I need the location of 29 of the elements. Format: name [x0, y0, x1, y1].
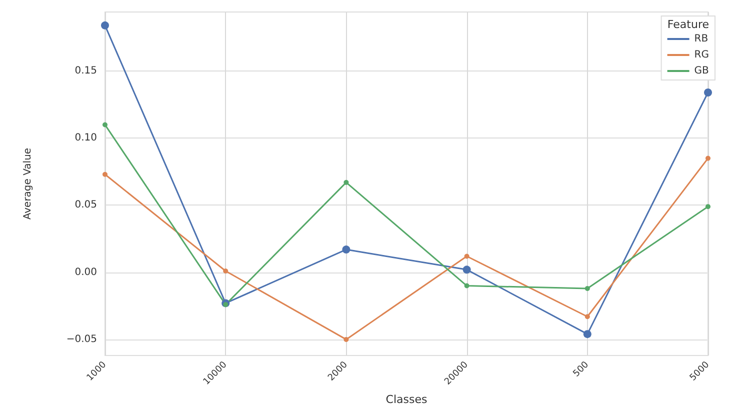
y-tick-label: 0.15 [74, 66, 97, 77]
point [223, 268, 228, 274]
legend-label: RB [694, 34, 708, 44]
point [704, 88, 712, 97]
point [706, 156, 710, 161]
x-tick-label: 500 [572, 360, 592, 380]
point [464, 283, 470, 288]
point [342, 246, 350, 254]
y-tick-label: −0.05 [66, 334, 97, 345]
point [584, 286, 590, 291]
point [706, 204, 710, 210]
point [102, 122, 108, 128]
x-axis-title: Classes [386, 393, 428, 406]
point [344, 180, 349, 185]
y-tick-label: 0.00 [74, 266, 97, 278]
point [344, 336, 349, 342]
point [462, 266, 471, 274]
legend-label: RG [694, 50, 710, 60]
legend-label: GB [694, 66, 710, 76]
legend-title: Feature [667, 18, 710, 31]
point [583, 330, 592, 338]
point [464, 254, 470, 259]
point [101, 21, 109, 30]
point [102, 172, 108, 177]
y-axis-title: Average Value [22, 148, 34, 220]
y-tick-label: 0.10 [74, 132, 97, 144]
point [223, 302, 228, 308]
y-tick-label: 0.05 [74, 200, 97, 211]
point [584, 314, 590, 320]
